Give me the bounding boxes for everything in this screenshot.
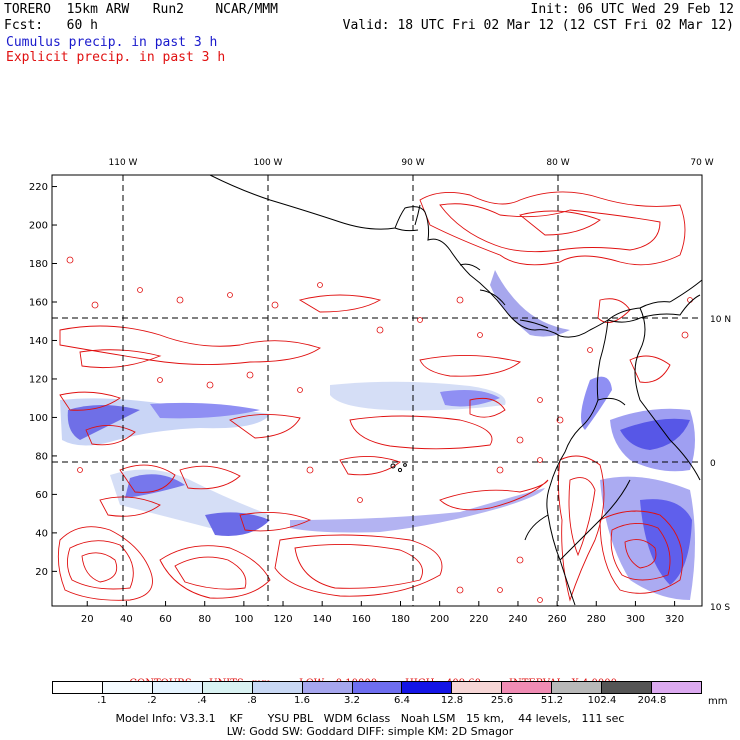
- y-tick-label: 20: [35, 567, 48, 578]
- color-legend: [52, 681, 702, 694]
- longitude-labels: 110 W 100 W 90 W 80 W 70 W: [109, 158, 714, 168]
- model-title: TORERO 15km ARW Run2 NCAR/MMM: [4, 2, 278, 17]
- latitude-labels: 10 N 0 10 S: [710, 315, 731, 613]
- y-axis-ticks: 20 40 60 80 100 120 140 160 180 200 220: [29, 182, 57, 578]
- legend-swatch: [152, 682, 203, 693]
- precip-map: 20 40 60 80 100 120 140 160 180 200 220 20 40 60 80 10…: [29, 158, 731, 625]
- lon-label-90w: 90 W: [401, 158, 424, 168]
- legend-value: 3.2: [344, 695, 360, 706]
- legend-value: 12.8: [440, 695, 464, 706]
- x-tick-label: 60: [159, 614, 172, 625]
- y-tick-label: 120: [29, 374, 48, 385]
- explicit-precip-contours: [57, 191, 686, 602]
- y-tick-label: 180: [29, 259, 48, 270]
- legend-swatch: [452, 682, 503, 693]
- x-tick-label: 180: [391, 614, 410, 625]
- forecast-hour: Fcst: 60 h: [4, 18, 98, 33]
- legend-value: .1: [97, 695, 107, 706]
- legend-value: .8: [247, 695, 257, 706]
- x-tick-label: 160: [352, 614, 371, 625]
- y-tick-label: 220: [29, 182, 48, 193]
- legend-swatch: [502, 682, 553, 693]
- cumulus-field-label: Cumulus precip. in past 3 h: [6, 35, 218, 50]
- legend-value: 25.6: [490, 695, 514, 706]
- legend-swatch: [202, 682, 253, 693]
- legend-swatch: [302, 682, 353, 693]
- y-tick-label: 160: [29, 297, 48, 308]
- lat-label-10s: 10 S: [710, 603, 730, 613]
- x-tick-label: 100: [234, 614, 253, 625]
- scattered-contour-cells: [66, 256, 693, 603]
- legend-value: .2: [147, 695, 157, 706]
- valid-time: Valid: 18 UTC Fri 02 Mar 12 (12 CST Fri …: [342, 18, 734, 33]
- x-tick-label: 300: [626, 614, 645, 625]
- lon-label-110w: 110 W: [109, 158, 138, 168]
- x-tick-label: 40: [120, 614, 133, 625]
- x-tick-label: 280: [587, 614, 606, 625]
- lat-label-0: 0: [710, 459, 716, 469]
- x-tick-label: 220: [469, 614, 488, 625]
- legend-swatch: [652, 682, 701, 693]
- y-tick-label: 60: [35, 490, 48, 501]
- cumulus-precip-areas: [60, 270, 695, 600]
- y-tick-label: 140: [29, 336, 48, 347]
- legend-swatch: [252, 682, 303, 693]
- x-axis-ticks: 20 40 60 80 100 120 140 160 180 200 220 240 260 280 30…: [81, 601, 684, 625]
- x-tick-label: 120: [273, 614, 292, 625]
- legend-value: 204.8: [637, 695, 667, 706]
- model-info-line1: Model Info: V3.3.1 KF YSU PBL WDM 6class…: [115, 712, 625, 725]
- legend-labels: .1 .2 .4 .8 1.6 3.2 6.4 12.8 25.6 51.2 102.4 204.8: [52, 695, 702, 707]
- legend-value: 51.2: [540, 695, 564, 706]
- map-frame: [51, 174, 703, 607]
- x-tick-label: 200: [430, 614, 449, 625]
- legend-swatch: [53, 682, 103, 693]
- legend-unit: mm: [708, 696, 728, 707]
- legend-swatch: [552, 682, 603, 693]
- legend-value: .4: [197, 695, 207, 706]
- legend-swatch: [602, 682, 653, 693]
- x-tick-label: 320: [665, 614, 684, 625]
- lon-label-70w: 70 W: [690, 158, 713, 168]
- lat-label-10n: 10 N: [710, 315, 731, 325]
- legend-swatch: [402, 682, 453, 693]
- legend-value: 1.6: [294, 695, 310, 706]
- legend-swatch: [352, 682, 403, 693]
- y-tick-label: 200: [29, 221, 48, 232]
- y-tick-label: 80: [35, 451, 48, 462]
- x-tick-label: 260: [548, 614, 567, 625]
- model-info-line2: LW: Godd SW: Goddard DIFF: simple KM: 2D…: [226, 725, 514, 738]
- explicit-field-label: Explicit precip. in past 3 h: [6, 50, 226, 65]
- y-tick-label: 40: [35, 528, 48, 539]
- y-tick-label: 100: [29, 413, 48, 424]
- coastlines: [209, 175, 702, 606]
- graticule: [52, 175, 702, 606]
- lon-label-100w: 100 W: [254, 158, 283, 168]
- x-tick-label: 20: [81, 614, 94, 625]
- legend-value: 6.4: [394, 695, 410, 706]
- legend-swatch: [102, 682, 153, 693]
- x-tick-label: 80: [198, 614, 211, 625]
- x-tick-label: 240: [508, 614, 527, 625]
- init-time: Init: 06 UTC Wed 29 Feb 12: [530, 2, 735, 17]
- lon-label-80w: 80 W: [546, 158, 569, 168]
- legend-value: 102.4: [587, 695, 617, 706]
- x-tick-label: 140: [313, 614, 332, 625]
